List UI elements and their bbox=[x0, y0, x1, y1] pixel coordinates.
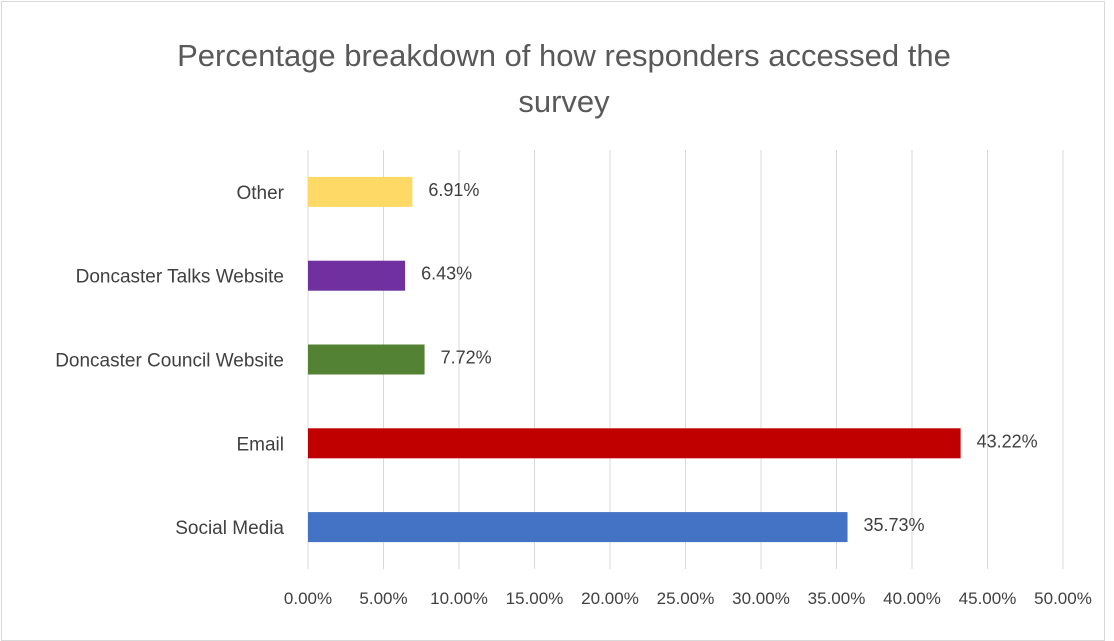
x-tick-label: 15.00% bbox=[506, 589, 564, 608]
x-tick-label: 40.00% bbox=[883, 589, 941, 608]
category-label: Email bbox=[236, 434, 284, 455]
bars bbox=[308, 176, 961, 543]
category-label: Other bbox=[236, 183, 284, 204]
x-tick-label: 50.00% bbox=[1034, 589, 1092, 608]
data-label: 35.73% bbox=[864, 515, 925, 535]
category-label: Doncaster Council Website bbox=[55, 351, 284, 372]
data-label: 6.91% bbox=[428, 180, 479, 200]
x-tick-label: 25.00% bbox=[657, 589, 715, 608]
bar bbox=[308, 512, 848, 543]
data-label: 6.43% bbox=[421, 264, 472, 284]
category-label: Social Media bbox=[175, 518, 284, 539]
labels: 0.00% 5.00% 10.00% 15.00% 20.00% 25.00% 30.00%… bbox=[55, 180, 1092, 608]
bar bbox=[308, 176, 413, 207]
chart-title-line-2: survey bbox=[518, 84, 610, 119]
x-tick-label: 10.00% bbox=[430, 589, 488, 608]
bar bbox=[308, 344, 425, 375]
x-tick-label: 5.00% bbox=[359, 589, 407, 608]
x-tick-label: 45.00% bbox=[959, 589, 1017, 608]
gridlines bbox=[307, 150, 1064, 569]
x-tick-label: 0.00% bbox=[284, 589, 332, 608]
bar bbox=[308, 260, 406, 291]
data-label: 7.72% bbox=[441, 348, 492, 368]
x-tick-label: 20.00% bbox=[581, 589, 639, 608]
data-label: 43.22% bbox=[977, 431, 1038, 451]
x-tick-label: 35.00% bbox=[808, 589, 866, 608]
x-tick-label: 30.00% bbox=[732, 589, 790, 608]
category-label: Doncaster Talks Website bbox=[76, 267, 284, 288]
chart-title-line-1: Percentage breakdown of how responders a… bbox=[177, 38, 951, 73]
bar-chart: Percentage breakdown of how responders a… bbox=[55, 38, 1092, 608]
bar bbox=[308, 428, 961, 459]
